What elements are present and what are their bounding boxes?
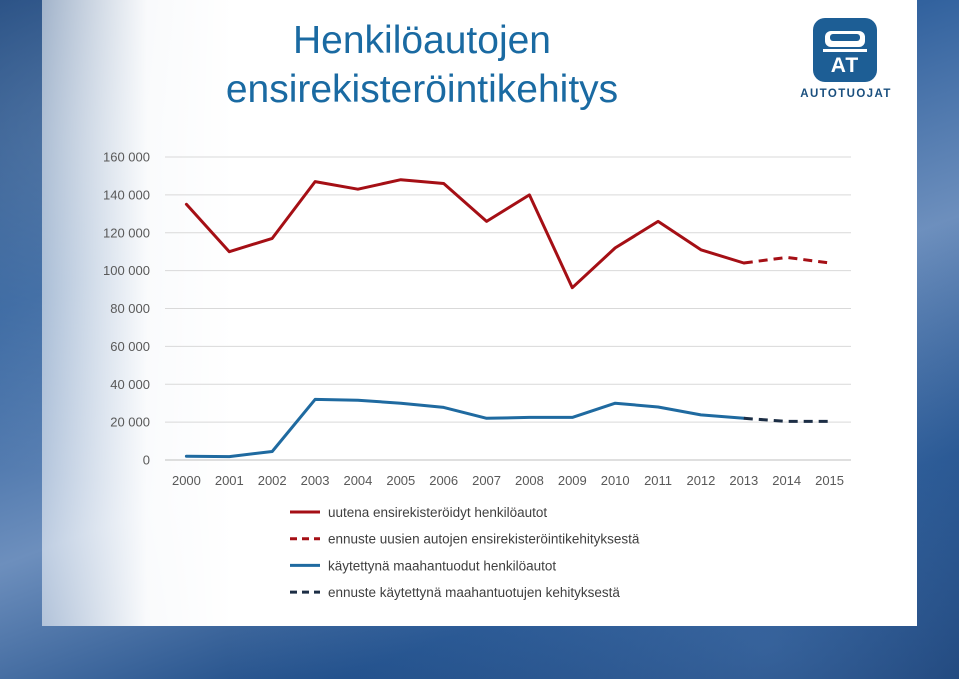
y-tick-label: 60 000	[110, 339, 150, 354]
series-line-3	[184, 397, 746, 459]
x-tick-label: 2010	[601, 473, 630, 488]
y-tick-label: 80 000	[110, 301, 150, 316]
legend-label-4: ennuste käytettynä maahantuotujen kehity…	[328, 585, 620, 600]
x-tick-label: 2007	[472, 473, 501, 488]
title-line-1: Henkilöautojen	[292, 19, 551, 62]
x-tick-label: 2005	[386, 473, 415, 488]
x-tick-label: 2008	[515, 473, 544, 488]
y-tick-label: 20 000	[110, 415, 150, 430]
x-tick-label: 2002	[258, 473, 287, 488]
x-tick-label: 2011	[644, 473, 672, 488]
y-tick-label: 40 000	[110, 377, 150, 392]
legend-label-1: uutena ensirekisteröidyt henkilöautot	[328, 505, 547, 520]
x-tick-label: 2000	[172, 473, 201, 488]
series-line-1	[184, 178, 746, 290]
y-tick-label: 120 000	[103, 225, 150, 240]
y-tick-label: 100 000	[103, 263, 150, 278]
legend-label-2: ennuste uusien autojen ensirekisteröinti…	[328, 532, 640, 547]
logo-badge-text: AT	[831, 54, 859, 77]
x-tick-label: 2001	[215, 473, 244, 488]
logo-text: AUTOTUOJAT	[800, 88, 892, 100]
y-tick-label: 0	[143, 453, 150, 468]
x-tick-label: 2009	[558, 473, 587, 488]
page-title: Henkilöautojen ensirekisteröintikehitys	[172, 16, 672, 114]
x-tick-label: 2014	[772, 473, 801, 488]
x-tick-label: 2012	[686, 473, 715, 488]
x-tick-label: 2013	[729, 473, 758, 488]
car-icon: AT	[823, 31, 867, 77]
y-tick-label: 160 000	[103, 150, 150, 165]
slide: Henkilöautojen ensirekisteröintikehitys …	[42, 0, 917, 626]
title-line-2: ensirekisteröintikehitys	[225, 68, 619, 111]
autotuojat-logo: AT AUTOTUOJAT	[794, 18, 898, 106]
x-tick-label: 2003	[301, 473, 330, 488]
x-tick-label: 2006	[429, 473, 458, 488]
logo-badge: AT	[813, 18, 877, 82]
legend-label-3: käytettynä maahantuodut henkilöautot	[328, 558, 556, 573]
y-tick-label: 140 000	[103, 187, 150, 202]
x-tick-label: 2015	[815, 473, 844, 488]
x-tick-label: 2004	[343, 473, 372, 488]
